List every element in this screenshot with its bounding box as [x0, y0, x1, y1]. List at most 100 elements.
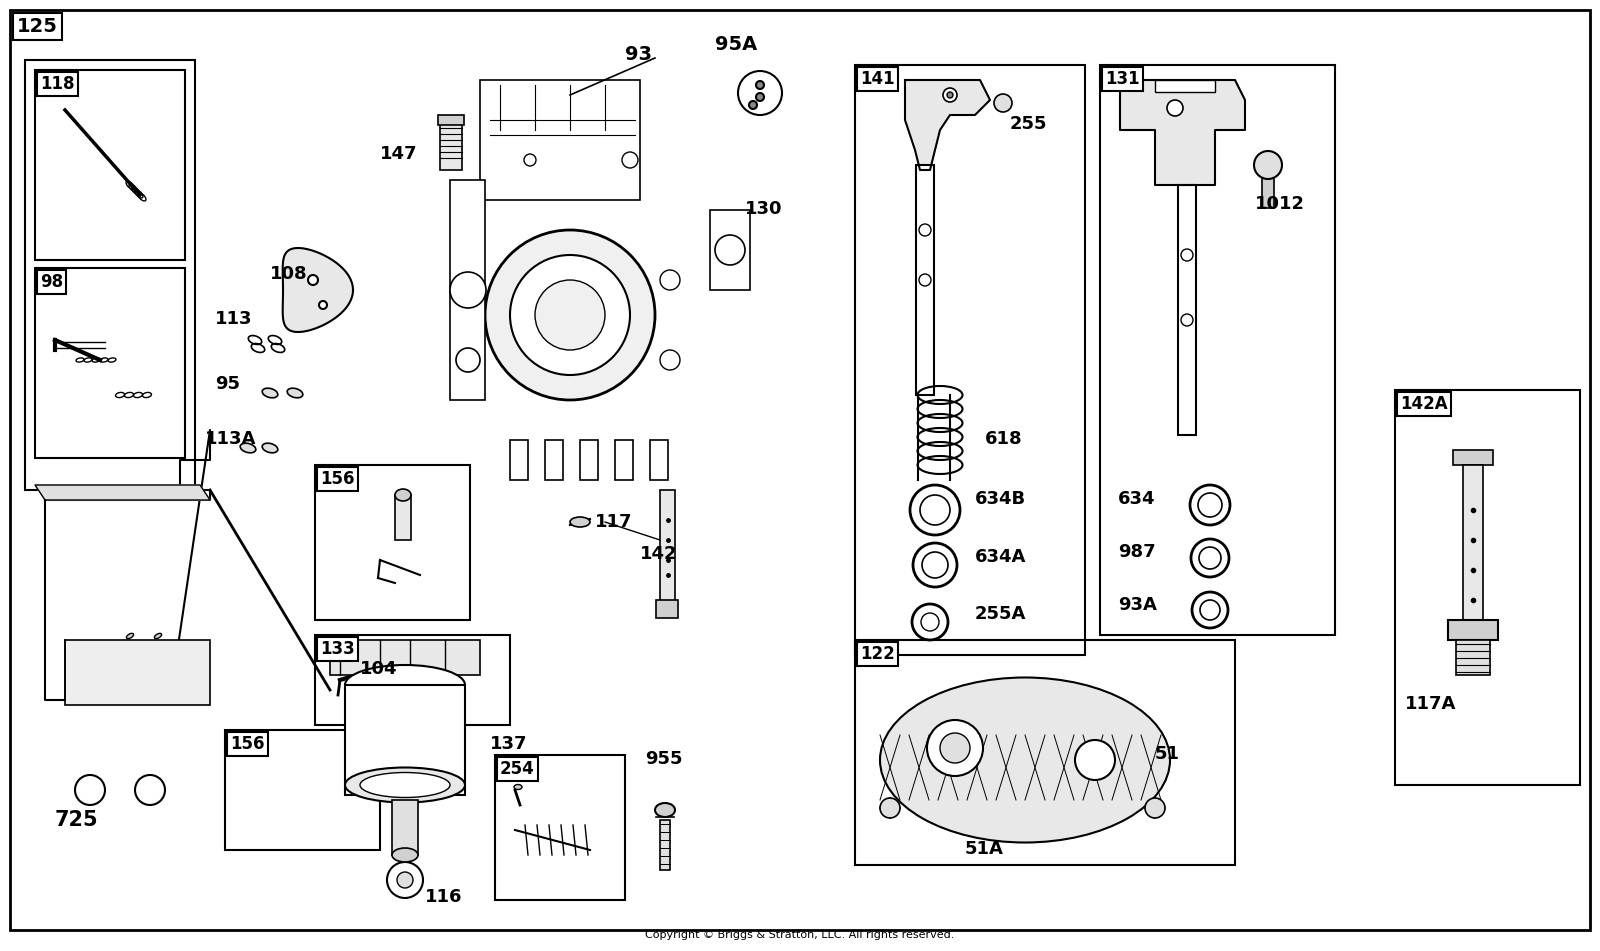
Bar: [1453, 450, 1493, 465]
Text: 51A: 51A: [965, 840, 1003, 858]
Bar: [854, 65, 1085, 655]
Ellipse shape: [346, 665, 466, 705]
Text: 113: 113: [214, 310, 253, 328]
Circle shape: [661, 350, 680, 370]
Circle shape: [1190, 485, 1230, 525]
Circle shape: [947, 92, 954, 98]
Text: 987: 987: [1118, 543, 1155, 561]
Text: 117: 117: [595, 513, 632, 531]
Bar: [614, 440, 634, 480]
Circle shape: [922, 613, 939, 631]
Bar: [510, 440, 528, 480]
Bar: [1448, 620, 1498, 640]
Ellipse shape: [262, 443, 278, 453]
Bar: [66, 640, 210, 705]
Bar: [661, 820, 670, 870]
Circle shape: [622, 152, 638, 168]
Circle shape: [914, 543, 957, 587]
Ellipse shape: [514, 785, 522, 789]
Bar: [480, 80, 710, 440]
Text: 125: 125: [18, 17, 58, 36]
Bar: [1155, 80, 1214, 92]
Circle shape: [318, 301, 326, 309]
Bar: [656, 600, 678, 618]
Circle shape: [485, 230, 654, 400]
Bar: [494, 755, 626, 900]
Ellipse shape: [654, 803, 675, 817]
Circle shape: [1181, 249, 1194, 261]
Bar: [450, 180, 485, 400]
Circle shape: [918, 224, 931, 236]
Circle shape: [534, 280, 605, 350]
Ellipse shape: [286, 388, 302, 398]
Bar: [35, 70, 186, 260]
Bar: [661, 490, 675, 605]
Circle shape: [1181, 314, 1194, 326]
Circle shape: [994, 94, 1013, 112]
Text: 142: 142: [640, 545, 677, 563]
Text: 131: 131: [1106, 70, 1139, 88]
Text: 634A: 634A: [974, 548, 1026, 566]
Bar: [579, 440, 598, 480]
Circle shape: [456, 348, 480, 372]
Text: 137: 137: [490, 735, 528, 753]
Bar: [26, 60, 195, 490]
Circle shape: [387, 862, 422, 898]
Text: 618: 618: [986, 430, 1022, 448]
Bar: [1456, 640, 1490, 675]
Bar: [35, 268, 186, 458]
Circle shape: [715, 235, 746, 265]
Text: 156: 156: [320, 470, 355, 488]
Bar: [330, 640, 480, 675]
Text: 51: 51: [1155, 745, 1181, 763]
Circle shape: [1198, 493, 1222, 517]
Circle shape: [307, 275, 318, 285]
Circle shape: [912, 604, 947, 640]
Ellipse shape: [346, 767, 466, 803]
Bar: [546, 440, 563, 480]
Text: 104: 104: [360, 660, 397, 678]
Text: 156: 156: [230, 735, 264, 753]
Bar: [1395, 390, 1581, 785]
Bar: [854, 640, 1235, 865]
Ellipse shape: [392, 848, 418, 862]
Circle shape: [661, 270, 680, 290]
Circle shape: [757, 81, 765, 89]
Text: 130: 130: [746, 200, 782, 218]
Bar: [346, 685, 466, 795]
Circle shape: [910, 485, 960, 535]
Polygon shape: [35, 485, 210, 500]
Text: 955: 955: [645, 750, 683, 768]
Text: 116: 116: [426, 888, 462, 906]
Circle shape: [738, 71, 782, 115]
Circle shape: [1198, 547, 1221, 569]
Circle shape: [749, 101, 757, 109]
Bar: [226, 730, 381, 850]
Text: 93A: 93A: [1118, 596, 1157, 614]
Text: 1012: 1012: [1254, 195, 1306, 213]
Ellipse shape: [154, 633, 162, 639]
Ellipse shape: [262, 388, 278, 398]
Ellipse shape: [395, 489, 411, 501]
Text: 133: 133: [320, 640, 355, 658]
Text: 254: 254: [499, 760, 534, 778]
Bar: [1462, 465, 1483, 620]
Bar: [315, 465, 470, 620]
Polygon shape: [1120, 80, 1245, 185]
Bar: [650, 440, 669, 480]
Text: 95: 95: [214, 375, 240, 393]
Circle shape: [1190, 539, 1229, 577]
Text: 147: 147: [381, 145, 418, 163]
Bar: [480, 80, 640, 200]
Text: 634B: 634B: [974, 490, 1026, 508]
Circle shape: [942, 88, 957, 102]
Text: 141: 141: [861, 70, 894, 88]
Text: 98: 98: [40, 273, 62, 291]
Text: Copyright © Briggs & Stratton, LLC. All rights reserved.: Copyright © Briggs & Stratton, LLC. All …: [645, 930, 955, 940]
Text: 108: 108: [270, 265, 307, 283]
Bar: [1178, 185, 1197, 435]
Text: BRIGGS & STRATTON: BRIGGS & STRATTON: [394, 415, 1006, 626]
Text: 117A: 117A: [1405, 695, 1456, 713]
Bar: [1262, 178, 1274, 208]
Bar: [440, 120, 462, 170]
